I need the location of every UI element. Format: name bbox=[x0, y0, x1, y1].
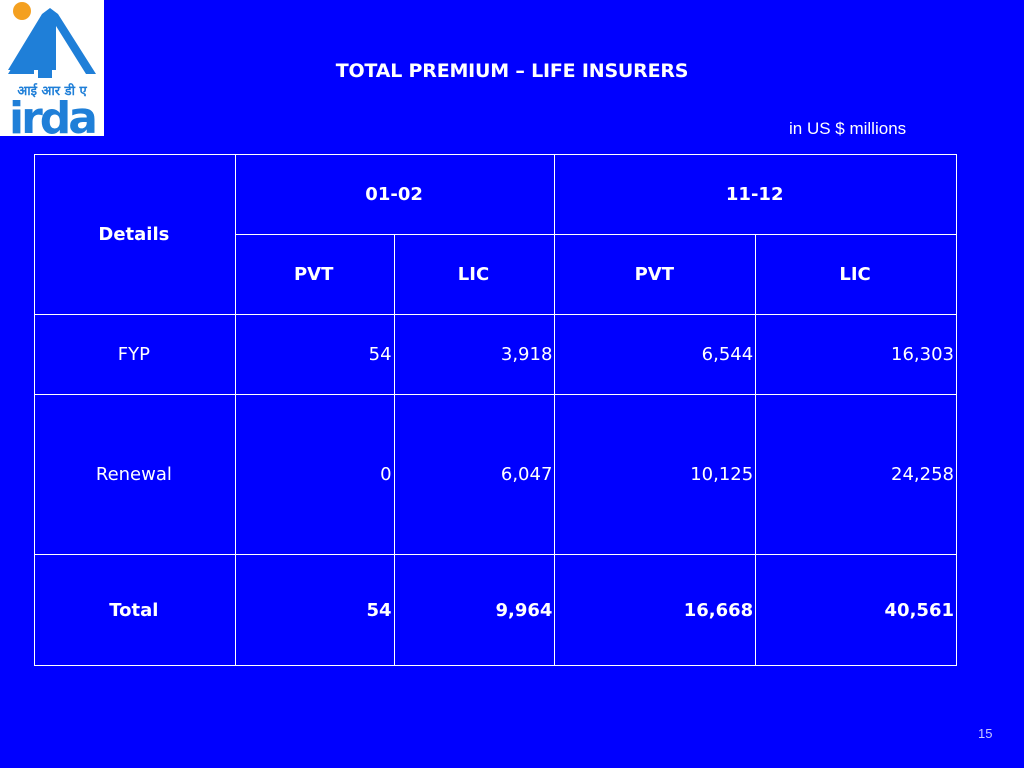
irda-logo: आई आर डी ए irda bbox=[0, 0, 104, 136]
table-row-fyp: FYP 54 3,918 6,544 16,303 bbox=[34, 314, 957, 395]
cell-fyp-pvt-11-12: 6,544 bbox=[554, 314, 757, 395]
cell-renewal-pvt-11-12: 10,125 bbox=[554, 394, 757, 555]
subheader-lic-01-02: LIC bbox=[393, 234, 556, 315]
cell-renewal-pvt-01-02: 0 bbox=[234, 394, 395, 555]
row-label-renewal: Renewal bbox=[34, 394, 236, 555]
cell-total-pvt-01-02: 54 bbox=[234, 554, 395, 666]
logo-wordmark: irda bbox=[9, 93, 95, 136]
logo-pillar bbox=[38, 24, 52, 78]
cell-fyp-lic-01-02: 3,918 bbox=[393, 314, 556, 395]
row-label-fyp: FYP bbox=[34, 314, 236, 395]
cell-renewal-lic-01-02: 6,047 bbox=[393, 394, 556, 555]
period-header-01-02: 01-02 bbox=[234, 154, 556, 235]
cell-total-lic-11-12: 40,561 bbox=[755, 554, 957, 666]
logo-roof-left bbox=[8, 32, 34, 74]
slide-title: TOTAL PREMIUM – LIFE INSURERS bbox=[335, 60, 689, 82]
premium-table: Details 01-02 11-12 PVT LIC PVT LIC FYP … bbox=[34, 154, 957, 666]
page-number: 15 bbox=[978, 726, 993, 741]
logo-devanagari-text: आई आर डी ए bbox=[17, 83, 87, 99]
table-row-renewal: Renewal 0 6,047 10,125 24,258 bbox=[34, 394, 957, 555]
row-label-total: Total bbox=[34, 554, 236, 666]
table-row-total: Total 54 9,964 16,668 40,561 bbox=[34, 554, 957, 666]
cell-renewal-lic-11-12: 24,258 bbox=[755, 394, 957, 555]
subheader-lic-11-12: LIC bbox=[755, 234, 957, 315]
subheader-pvt-01-02: PVT bbox=[234, 234, 395, 315]
cell-total-pvt-11-12: 16,668 bbox=[554, 554, 757, 666]
details-header: Details bbox=[34, 154, 236, 315]
table-header-row-segments: PVT LIC PVT LIC bbox=[35, 234, 957, 315]
cell-fyp-pvt-01-02: 54 bbox=[234, 314, 395, 395]
table-header-row-periods: Details 01-02 11-12 bbox=[34, 154, 957, 315]
logo-dot bbox=[13, 2, 31, 20]
period-header-11-12: 11-12 bbox=[554, 154, 957, 235]
units-note: in US $ millions bbox=[789, 119, 907, 138]
cell-total-lic-01-02: 9,964 bbox=[393, 554, 556, 666]
cell-fyp-lic-11-12: 16,303 bbox=[755, 314, 957, 395]
subheader-pvt-11-12: PVT bbox=[554, 234, 757, 315]
irda-logo-graphic: आई आर डी ए irda bbox=[0, 2, 104, 136]
